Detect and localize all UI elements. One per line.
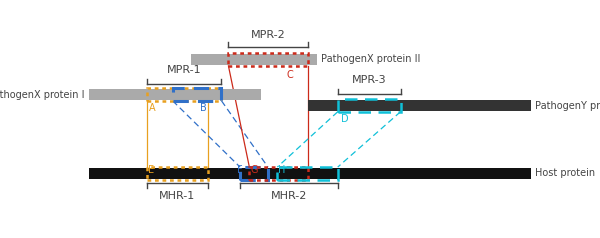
Text: D: D xyxy=(341,114,349,124)
Text: H: H xyxy=(278,165,286,175)
FancyBboxPatch shape xyxy=(308,100,531,111)
Text: C: C xyxy=(287,70,293,80)
Text: E: E xyxy=(148,165,155,175)
Text: MPR-2: MPR-2 xyxy=(251,30,286,40)
Text: PathogenX protein II: PathogenX protein II xyxy=(322,54,421,64)
Text: Host protein: Host protein xyxy=(535,168,595,178)
Text: G: G xyxy=(251,165,258,175)
Text: A: A xyxy=(148,103,155,113)
FancyBboxPatch shape xyxy=(89,89,261,100)
Text: MHR-2: MHR-2 xyxy=(271,191,307,201)
Text: B: B xyxy=(200,103,206,113)
FancyBboxPatch shape xyxy=(89,168,531,179)
Text: F: F xyxy=(237,165,243,175)
Text: MPR-3: MPR-3 xyxy=(352,75,386,85)
FancyBboxPatch shape xyxy=(191,54,317,65)
Text: MHR-1: MHR-1 xyxy=(159,191,196,201)
Text: MPR-1: MPR-1 xyxy=(167,65,202,75)
Text: PathogenY protein III: PathogenY protein III xyxy=(535,100,600,110)
Text: PathogenX protein I: PathogenX protein I xyxy=(0,89,84,99)
